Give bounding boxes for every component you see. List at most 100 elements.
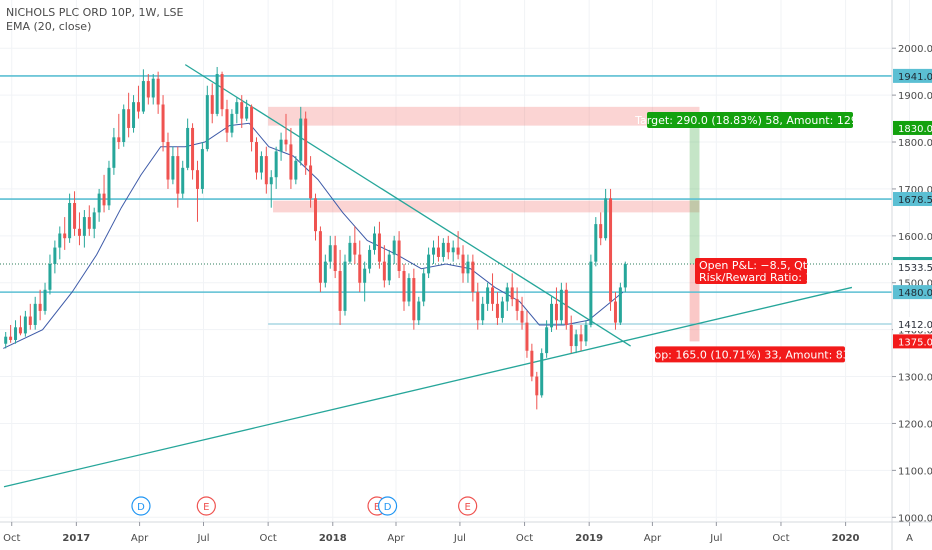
candle xyxy=(353,226,357,264)
candle-body xyxy=(171,156,175,180)
candle xyxy=(53,240,57,274)
time-tick-label: Jul xyxy=(196,533,209,544)
candle-body xyxy=(318,231,322,283)
candle-body xyxy=(309,165,313,199)
candle-body xyxy=(38,303,42,311)
candle xyxy=(264,146,268,194)
price-tick-label: 1700.0 xyxy=(898,185,932,196)
candle xyxy=(294,156,298,185)
candle-body xyxy=(254,142,258,173)
candle-body xyxy=(436,247,440,257)
candle-body xyxy=(250,106,254,143)
candle xyxy=(314,193,317,241)
candle-body xyxy=(564,289,568,325)
price-tick-label: 1800.0 xyxy=(898,138,932,149)
time-tick-label: 2018 xyxy=(319,533,347,544)
candle-body xyxy=(245,106,249,119)
dividend-event-letter: D xyxy=(137,502,145,513)
candle xyxy=(225,99,229,143)
candle xyxy=(456,231,460,260)
candle-body xyxy=(604,198,608,239)
candle-body xyxy=(545,327,549,354)
candle xyxy=(132,95,136,133)
candle-body xyxy=(97,193,101,213)
candle-body xyxy=(574,334,578,347)
candle xyxy=(48,254,52,295)
candle xyxy=(579,324,583,351)
candle xyxy=(373,226,377,255)
chart-title: NICHOLS PLC ORD 10P, 1W, LSE xyxy=(6,6,184,19)
candle xyxy=(382,245,386,288)
candle xyxy=(43,282,47,315)
candle-body xyxy=(264,156,268,185)
candle xyxy=(554,287,558,330)
candle-body xyxy=(323,261,327,283)
candles xyxy=(4,66,627,410)
candle-body xyxy=(461,254,465,274)
candle xyxy=(510,273,514,307)
candle xyxy=(559,282,563,325)
earnings-event-letter: E xyxy=(464,502,470,513)
candle xyxy=(530,343,534,382)
price-label-text: 1678.5 xyxy=(898,195,932,206)
candle xyxy=(461,245,465,283)
candle xyxy=(274,146,278,189)
candle xyxy=(28,303,32,330)
candle-body xyxy=(294,160,298,180)
chart-legend: NICHOLS PLC ORD 10P, 1W, LSE EMA (20, cl… xyxy=(6,6,183,34)
candle-body xyxy=(328,245,332,262)
candle-body xyxy=(500,301,504,318)
candle xyxy=(215,66,219,117)
price-label-text: 1941.0 xyxy=(898,72,932,83)
candle xyxy=(33,296,37,330)
earnings-event-circle xyxy=(196,496,216,516)
candle-body xyxy=(392,240,396,255)
candle xyxy=(599,212,603,246)
earnings-event-letter: E xyxy=(374,502,380,513)
candle-body xyxy=(397,240,401,272)
candle xyxy=(574,329,578,354)
candle xyxy=(436,235,440,262)
candle xyxy=(491,273,495,311)
candle-body xyxy=(107,167,111,206)
candle xyxy=(481,296,485,325)
candle-body xyxy=(225,109,229,133)
candle xyxy=(422,268,426,307)
candle-body xyxy=(33,303,37,325)
candle-body xyxy=(333,245,337,272)
candle xyxy=(427,247,431,279)
candle-body xyxy=(220,74,224,110)
candle-body xyxy=(112,137,116,168)
candle-body xyxy=(525,322,529,351)
candle-body xyxy=(402,271,406,302)
price-tick-label: 1500.0 xyxy=(898,279,932,290)
candle-body xyxy=(599,224,603,239)
candle-body xyxy=(550,303,554,328)
candle xyxy=(550,296,554,332)
candle-body xyxy=(407,278,411,302)
candle-body xyxy=(569,324,573,347)
candle-body xyxy=(377,233,381,262)
candle-body xyxy=(132,102,136,128)
candle-body xyxy=(63,233,67,239)
candle xyxy=(166,132,170,189)
candle xyxy=(156,71,160,114)
candle xyxy=(63,217,67,250)
candle xyxy=(412,268,416,330)
candle xyxy=(210,83,214,124)
candle-body xyxy=(486,287,490,304)
candle-body xyxy=(259,156,263,173)
candle xyxy=(368,245,372,274)
time-tick-label: 2019 xyxy=(575,533,603,544)
candle-body xyxy=(205,95,209,150)
stop-label: Stop: 165.0 (10.71%) 33, Amount: 835 xyxy=(643,346,857,363)
dividend-event-letter: D xyxy=(384,502,392,513)
candle-body xyxy=(584,324,588,342)
candle-body xyxy=(422,273,426,302)
risk-reward-text: Risk/Reward Ratio: 1.76 xyxy=(699,271,830,284)
candle-body xyxy=(441,242,445,257)
candle xyxy=(564,282,568,330)
candle xyxy=(181,160,185,199)
candle xyxy=(97,188,101,222)
